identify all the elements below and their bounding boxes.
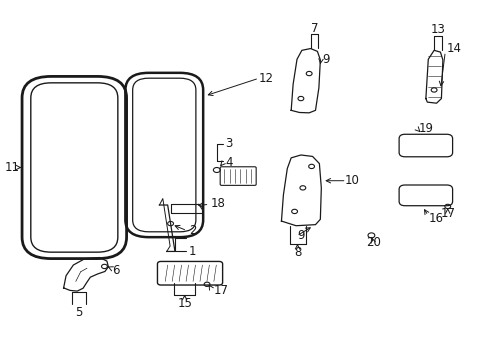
Text: 13: 13 [430, 23, 445, 36]
Text: 17: 17 [213, 284, 228, 297]
Text: 7: 7 [310, 22, 318, 35]
Text: 10: 10 [345, 174, 359, 187]
Text: 4: 4 [224, 156, 232, 169]
Text: 3: 3 [224, 137, 232, 150]
Text: 11: 11 [4, 161, 20, 174]
Text: 17: 17 [439, 207, 454, 220]
Text: 15: 15 [177, 297, 192, 310]
Text: 18: 18 [210, 197, 225, 210]
Text: 9: 9 [297, 229, 305, 242]
Text: 19: 19 [418, 122, 433, 135]
Text: 16: 16 [428, 212, 443, 225]
Text: 12: 12 [258, 72, 273, 85]
Text: 20: 20 [366, 236, 381, 249]
Text: 9: 9 [321, 53, 328, 66]
Text: 14: 14 [446, 42, 461, 55]
Text: 5: 5 [75, 306, 82, 319]
Text: 2: 2 [189, 224, 196, 237]
Text: 8: 8 [293, 246, 301, 258]
Text: 6: 6 [112, 264, 120, 276]
Text: 1: 1 [189, 245, 196, 258]
